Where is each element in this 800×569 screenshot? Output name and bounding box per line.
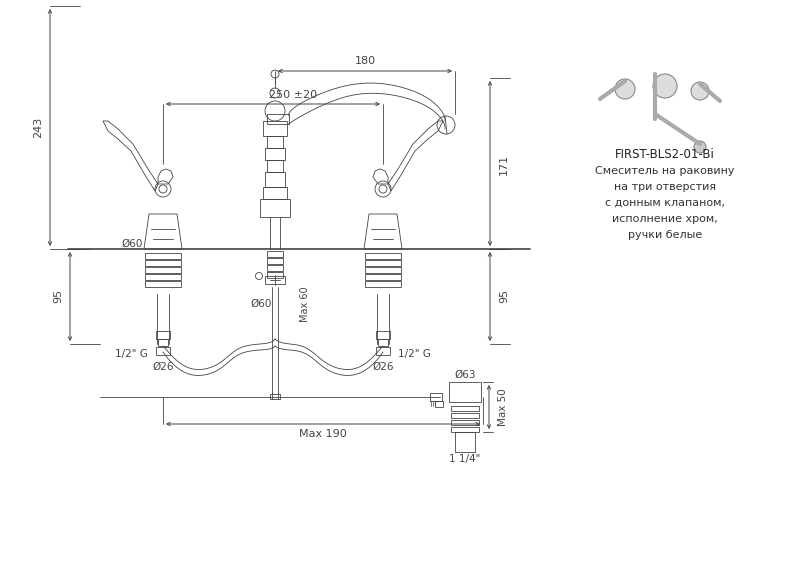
Text: Max 50: Max 50 (498, 388, 508, 426)
Text: 243: 243 (33, 117, 43, 138)
Bar (263, 187, 287, 199)
Text: Ø63: Ø63 (454, 370, 476, 380)
Bar (449, 382, 481, 402)
Bar (267, 136, 283, 148)
Text: ручки белые: ручки белые (628, 230, 702, 240)
Bar (267, 272, 283, 278)
Circle shape (653, 74, 677, 98)
Bar (451, 420, 479, 425)
Text: Ø60: Ø60 (250, 299, 271, 309)
Polygon shape (158, 169, 173, 184)
Bar (270, 394, 280, 399)
Bar (265, 148, 285, 160)
Text: на три отверстия: на три отверстия (614, 182, 716, 192)
Text: Max 190: Max 190 (299, 429, 347, 439)
Bar (267, 160, 283, 172)
Polygon shape (103, 121, 158, 191)
Bar (267, 265, 283, 271)
Circle shape (691, 82, 709, 100)
Bar (451, 427, 479, 432)
Bar (156, 331, 170, 339)
Bar (263, 121, 287, 136)
Text: FIRST-BLS2-01-Bi: FIRST-BLS2-01-Bi (615, 147, 715, 160)
Text: Ø26: Ø26 (372, 362, 394, 372)
Bar (455, 432, 475, 452)
Text: 95: 95 (499, 289, 509, 303)
Bar (430, 393, 442, 401)
Circle shape (159, 185, 167, 193)
Circle shape (615, 79, 635, 99)
Bar (145, 253, 181, 259)
Text: 1/2" G: 1/2" G (398, 349, 431, 359)
Bar (365, 281, 401, 287)
Text: с донным клапаном,: с донным клапаном, (605, 198, 725, 208)
Bar (267, 114, 289, 124)
Polygon shape (144, 214, 182, 249)
Bar (451, 413, 479, 418)
Bar (451, 406, 479, 411)
Bar (145, 281, 181, 287)
Bar (376, 347, 390, 355)
Bar (267, 251, 283, 257)
Bar (145, 274, 181, 280)
Text: Max 60: Max 60 (300, 286, 310, 322)
Text: Смеситель на раковину: Смеситель на раковину (595, 166, 734, 176)
Bar (145, 267, 181, 273)
Bar (260, 199, 290, 217)
Bar (435, 401, 443, 407)
Text: 180: 180 (354, 56, 375, 66)
Text: исполнение хром,: исполнение хром, (612, 214, 718, 224)
Circle shape (694, 141, 706, 153)
Text: Ø60: Ø60 (122, 239, 143, 249)
Text: Ø26: Ø26 (152, 362, 174, 372)
Text: 1 1/4": 1 1/4" (450, 454, 481, 464)
Bar (378, 339, 388, 346)
Polygon shape (364, 214, 402, 249)
Text: 95: 95 (53, 289, 63, 303)
Text: 250 ±20: 250 ±20 (269, 90, 317, 100)
Bar (156, 347, 170, 355)
Bar (365, 253, 401, 259)
Bar (158, 339, 168, 346)
Bar (376, 331, 390, 339)
Bar (365, 260, 401, 266)
Text: 1/2" G: 1/2" G (115, 349, 148, 359)
Bar (365, 274, 401, 280)
Bar (145, 260, 181, 266)
Text: 171: 171 (499, 154, 509, 175)
Polygon shape (373, 169, 388, 184)
Bar (265, 172, 285, 187)
Bar (265, 276, 285, 284)
Bar (267, 258, 283, 264)
Bar (365, 267, 401, 273)
Polygon shape (388, 121, 443, 191)
Circle shape (379, 185, 387, 193)
